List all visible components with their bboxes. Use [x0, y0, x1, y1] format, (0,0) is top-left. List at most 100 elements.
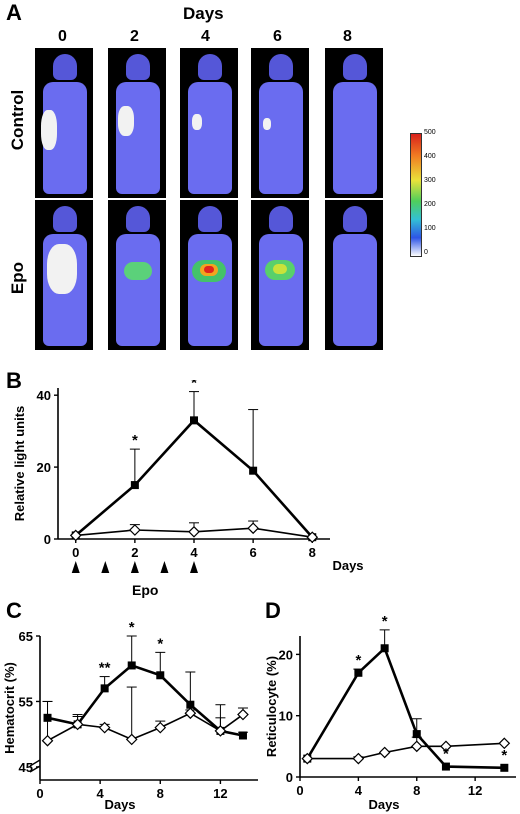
data-point-diamond: [237, 708, 249, 721]
epo-injection-arrow: [101, 561, 110, 573]
data-point-diamond: [410, 740, 423, 753]
day-label-0: 0: [58, 28, 67, 45]
data-point-square: [156, 671, 165, 680]
x-tick-label-4: 4: [355, 783, 363, 798]
epo-injection-arrow: [130, 561, 139, 573]
panel-a-letter: A: [6, 0, 22, 25]
data-point-diamond: [125, 733, 138, 746]
day-label-2: 2: [130, 28, 139, 45]
y-tick-label-0: 0: [44, 532, 51, 547]
x-tick-label-4: 4: [97, 786, 105, 801]
epo-image-day8: [325, 200, 383, 350]
data-point-square: [190, 416, 198, 425]
y-tick-label-45: 45: [19, 760, 33, 775]
epo-image-day4: [180, 200, 238, 350]
epo-injection-arrow: [160, 561, 169, 573]
x-tick-label-8: 8: [157, 786, 164, 801]
control-image-day0: [35, 48, 93, 198]
chart-d: 0 10 20 0 4 8 12 Days Reticulocyte (%) * * * *: [264, 613, 516, 812]
significance-marker: *: [157, 635, 163, 652]
data-point-square: [127, 661, 136, 670]
series-line-square: [74, 418, 314, 539]
data-point-square: [249, 466, 258, 475]
axis-break-mark: [29, 759, 41, 767]
epo-image-day0: [35, 200, 93, 350]
y-axis-label: Reticulocyte (%): [264, 656, 279, 757]
significance-marker: **: [99, 660, 111, 677]
x-axis-label: Days: [332, 558, 363, 573]
data-point-diamond: [352, 752, 365, 765]
data-point-diamond: [378, 746, 391, 759]
control-image-day2: [108, 48, 166, 198]
colorbar-tick-300: 300: [424, 177, 436, 184]
significance-marker: *: [355, 652, 361, 669]
colorbar-tick-0: 0: [424, 249, 428, 256]
data-point-square: [130, 481, 139, 490]
row-label-control: Control: [8, 89, 27, 151]
epo-image-day6: [251, 200, 309, 350]
data-point-diamond: [440, 740, 452, 753]
y-tick-label-0: 0: [286, 770, 293, 785]
day-label-4: 4: [201, 28, 210, 45]
y-tick-label-40: 40: [37, 388, 51, 403]
significance-marker: *: [443, 746, 449, 763]
axis-break-mark: [29, 765, 41, 773]
y-tick-label-20: 20: [37, 460, 51, 475]
significance-marker: *: [191, 380, 197, 392]
significance-marker: *: [132, 432, 138, 449]
data-point-square: [186, 700, 195, 709]
control-image-day4: [180, 48, 238, 198]
series-line-diamond: [307, 742, 505, 760]
y-tick-label-65: 65: [19, 629, 33, 644]
data-point-square: [238, 731, 247, 740]
panel-d-letter: D: [265, 598, 281, 623]
control-image-day8: [325, 48, 383, 198]
panel-b-letter: B: [6, 368, 22, 393]
significance-marker: *: [129, 619, 135, 636]
data-point-diamond: [306, 531, 319, 544]
y-tick-label-55: 55: [19, 694, 33, 709]
data-point-diamond: [41, 734, 54, 747]
data-point-diamond: [69, 529, 82, 542]
colorbar-tick-100: 100: [424, 225, 436, 232]
data-point-square: [441, 762, 450, 771]
x-axis-label: Days: [104, 797, 135, 812]
data-point-diamond: [184, 707, 197, 720]
y-axis-label: Hematocrit (%): [2, 662, 17, 754]
row-label-epo: Epo: [8, 261, 27, 295]
x-tick-label-6: 6: [250, 545, 257, 560]
x-tick-label-0: 0: [36, 786, 43, 801]
control-image-day6: [251, 48, 309, 198]
epo-injection-arrow: [190, 561, 198, 573]
significance-marker: *: [501, 747, 507, 764]
data-point-diamond: [214, 725, 227, 737]
day-label-8: 8: [343, 28, 352, 45]
x-tick-label-4: 4: [190, 545, 198, 560]
data-point-diamond: [154, 721, 167, 734]
data-point-square: [500, 763, 509, 772]
data-point-diamond: [247, 522, 259, 535]
y-tick-label-10: 10: [279, 709, 293, 724]
colorbar-tick-400: 400: [424, 153, 436, 160]
x-tick-label-8: 8: [309, 545, 316, 560]
y-tick-label-20: 20: [279, 647, 293, 662]
day-label-6: 6: [273, 28, 282, 45]
chart-b: 0 20 40 0 2 4 6 8 Days Relative light units * *: [12, 380, 364, 573]
epo-injection-arrow: [71, 561, 80, 573]
data-point-square: [354, 668, 363, 677]
x-tick-label-2: 2: [131, 545, 138, 560]
significance-marker: *: [382, 613, 388, 630]
data-point-diamond: [188, 525, 200, 538]
data-point-diamond: [498, 737, 511, 750]
data-point-square: [412, 730, 421, 739]
data-point-diamond: [71, 718, 84, 731]
series-line-square: [47, 663, 244, 737]
data-point-diamond: [98, 721, 111, 734]
series-line-square: [306, 645, 505, 770]
x-tick-label-12: 12: [213, 786, 227, 801]
x-tick-label-0: 0: [72, 545, 79, 560]
colorbar-tick-500: 500: [424, 129, 436, 136]
x-axis-label: Days: [368, 797, 399, 812]
epo-treatment-label: Epo: [132, 582, 159, 598]
